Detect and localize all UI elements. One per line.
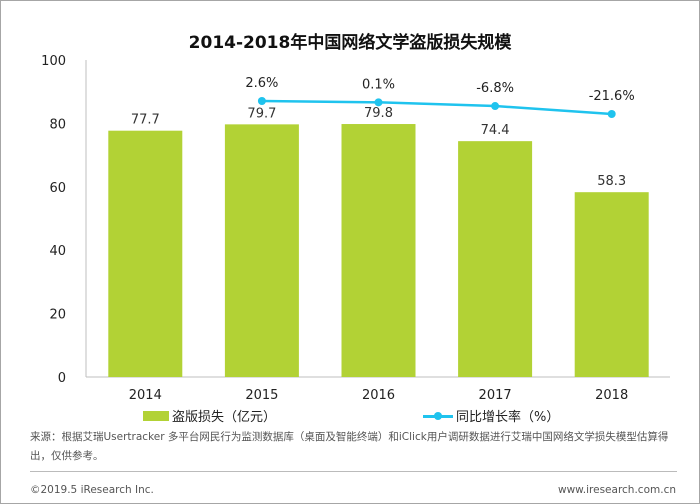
growth-data-label: -6.8% [476, 81, 514, 96]
bar [108, 130, 183, 377]
bar [574, 192, 649, 377]
x-tick-label: 2016 [362, 388, 395, 400]
y-tick-label: 20 [49, 308, 66, 323]
chart-title: 2014-2018年中国网络文学盗版损失规模 [188, 33, 512, 53]
growth-point [491, 102, 500, 111]
legend-item-line: 同比增长率（%） [423, 406, 559, 425]
growth-point [257, 97, 266, 106]
bar-data-label: 58.3 [597, 174, 626, 189]
source-note: 来源：根据艾瑞Usertracker 多平台网民行为监测数据库（桌面及智能终端）… [30, 431, 669, 462]
bar [224, 124, 299, 377]
bar [458, 141, 533, 377]
y-tick-label: 40 [49, 244, 66, 259]
growth-line [261, 99, 612, 116]
legend-item-bar: 盗版损失（亿元） [143, 406, 276, 425]
legend-label: 同比增长率（%） [456, 410, 560, 425]
chart-plot: 0 20 40 60 80 100 77.7 2014 79.7 2015 79.8 2016 74.4… [41, 54, 670, 400]
bar [341, 124, 416, 377]
x-tick-label: 2017 [479, 388, 512, 400]
x-tick-label: 2018 [595, 388, 628, 400]
y-tick-label: 60 [49, 181, 66, 196]
bar-data-label: 79.8 [364, 106, 393, 121]
legend-label: 盗版损失（亿元） [172, 410, 277, 425]
copyright: ©2019.5 iResearch Inc. [30, 484, 154, 496]
divider [30, 471, 677, 472]
y-tick-label: 100 [41, 54, 66, 69]
bar-data-label: 77.7 [131, 113, 160, 128]
y-tick-label: 80 [49, 117, 66, 132]
growth-data-label: -21.6% [589, 89, 635, 104]
growth-data-label: 0.1% [362, 77, 395, 92]
x-tick-label: 2015 [245, 388, 278, 400]
legend-bar-swatch [143, 410, 169, 421]
y-tick-label: 0 [58, 371, 66, 386]
growth-point [607, 109, 616, 118]
growth-point [374, 98, 383, 107]
website: www.iresearch.com.cn [557, 484, 676, 496]
x-tick-label: 2014 [129, 388, 162, 400]
legend-line-swatch [423, 409, 453, 423]
bar-data-label: 79.7 [247, 106, 276, 121]
growth-data-label: 2.6% [245, 76, 278, 91]
bar-data-label: 74.4 [481, 123, 510, 138]
